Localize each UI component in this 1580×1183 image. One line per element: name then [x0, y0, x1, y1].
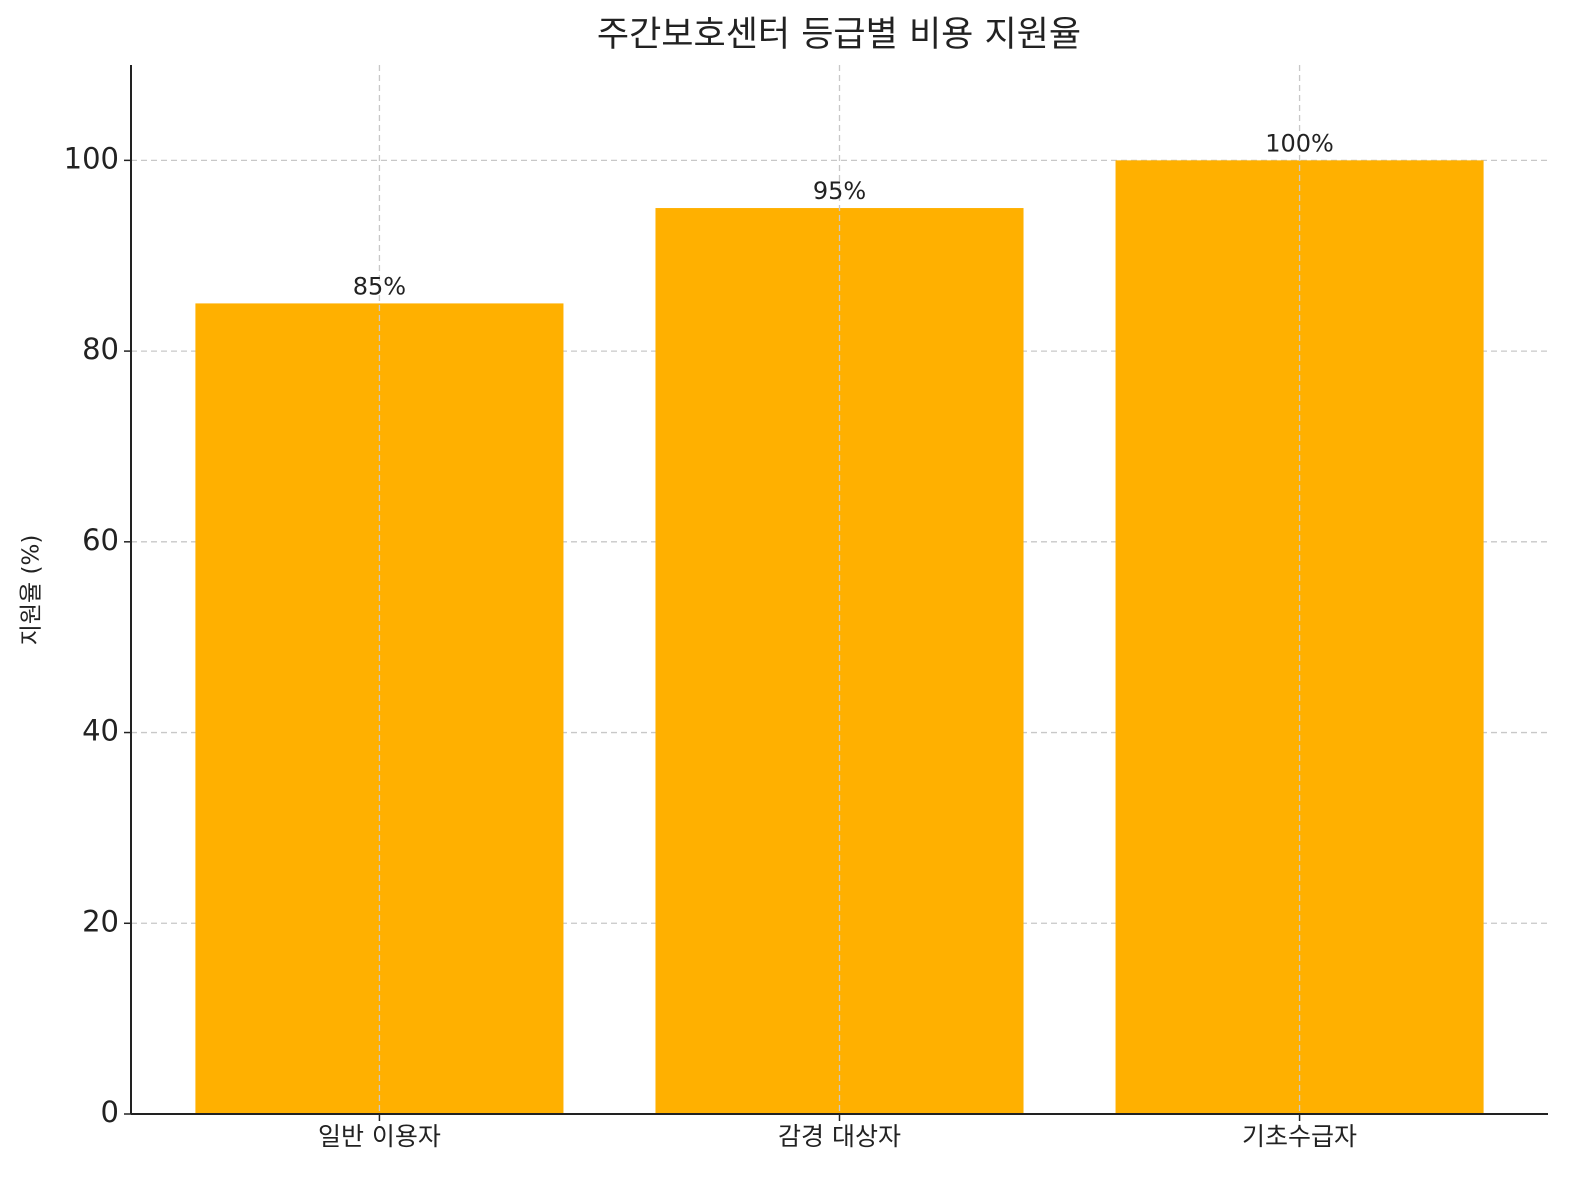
x-tick-label: 기초수급자 [1242, 1122, 1357, 1151]
y-tick-label: 100 [64, 141, 119, 175]
x-tick-label: 일반 이용자 [318, 1122, 441, 1151]
chart-title: 주간보호센터 등급별 비용 지원율 [597, 15, 1081, 55]
value-label: 100% [1265, 129, 1334, 157]
value-label: 95% [813, 177, 866, 205]
value-label: 85% [353, 272, 406, 300]
y-tick-label: 40 [82, 714, 119, 748]
y-tick-label: 20 [82, 904, 119, 938]
y-axis-label: 지원율 (%) [19, 535, 45, 646]
x-tick-label: 감경 대상자 [778, 1122, 901, 1151]
y-tick-label: 0 [101, 1095, 119, 1129]
y-tick-label: 80 [82, 332, 119, 366]
y-tick-label: 60 [82, 523, 119, 557]
